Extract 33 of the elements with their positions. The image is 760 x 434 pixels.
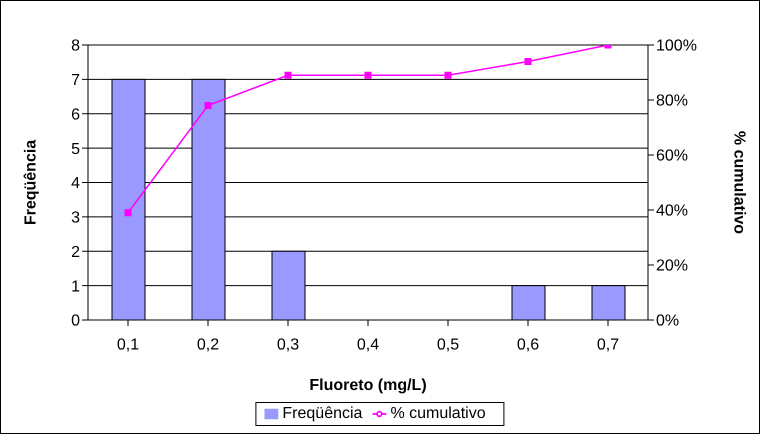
y2-tick-label: 40%: [656, 202, 688, 220]
y-tick-label: 6: [71, 106, 80, 124]
x-tick-label: 0,3: [276, 336, 300, 354]
y2-tick-label: 0%: [656, 312, 680, 330]
x-tick-label: 0,6: [516, 336, 540, 354]
y-tick-label: 0: [71, 312, 80, 330]
point: [444, 72, 452, 79]
y-tick-label: 1: [71, 278, 80, 296]
x-tick-label: 0,1: [116, 336, 140, 354]
x-tick-label: 0,2: [196, 336, 220, 354]
point: [524, 58, 532, 65]
point: [124, 209, 132, 216]
y2-tick-label: 80%: [656, 92, 688, 110]
legend-label: % cumulativo: [390, 405, 486, 422]
point: [204, 102, 212, 109]
y-tick-label: 5: [71, 140, 80, 158]
legend-label: Freqüência: [282, 405, 362, 422]
y-tick-label: 2: [71, 244, 80, 261]
y2-tick-label: 60%: [656, 148, 688, 165]
x-tick-label: 0,5: [436, 336, 460, 354]
y-tick-label: 7: [71, 72, 80, 90]
x-tick-label: 0,4: [356, 336, 380, 354]
x-tick-label: 0,7: [596, 336, 620, 354]
y-tick-label: 3: [71, 210, 80, 227]
y2-axis-title: % cumulativo: [730, 130, 748, 234]
y-axis-title: Freqüência: [22, 140, 40, 226]
y-tick-label: 8: [71, 38, 80, 55]
x-axis-title: Fluoreto (mg/L): [309, 377, 427, 394]
y-tick-label: 4: [71, 175, 80, 192]
point: [284, 72, 292, 79]
point: [364, 72, 372, 79]
y2-tick-label: 20%: [656, 258, 688, 275]
y2-tick-label: 100%: [656, 38, 697, 55]
